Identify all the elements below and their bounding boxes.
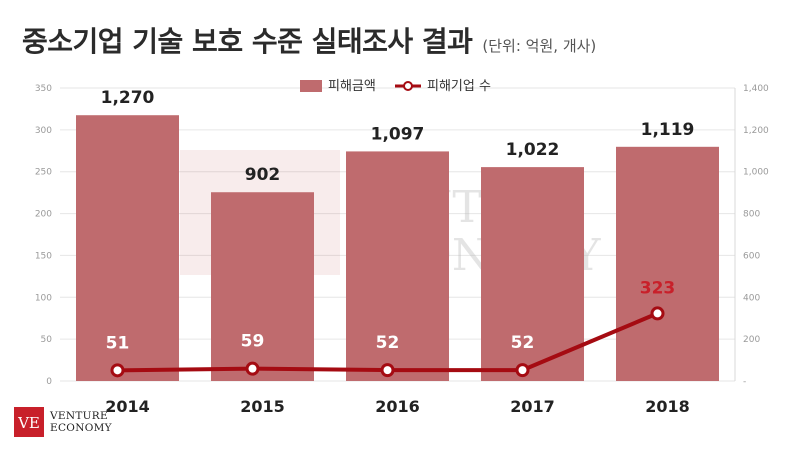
y-right-tick-label: 1,000 xyxy=(743,168,769,178)
line-point-2017 xyxy=(515,363,530,378)
x-tick-label: 2015 xyxy=(240,397,285,416)
bar-value-label: 1,097 xyxy=(371,124,425,144)
x-tick-label: 2017 xyxy=(510,397,555,416)
y-right-tick-label: 1,400 xyxy=(743,84,769,94)
page-title: 중소기업 기술 보호 수준 실태조사 결과 xyxy=(22,25,473,58)
bar-value-label: 1,270 xyxy=(101,88,155,108)
y-left-tick-label: 150 xyxy=(35,251,52,261)
bar-2016 xyxy=(346,151,449,381)
x-tick-label: 2016 xyxy=(375,397,420,416)
y-left-tick-label: 250 xyxy=(35,168,52,178)
page-subtitle: (단위: 억원, 개사) xyxy=(482,37,597,55)
axes: 0 50 100 150 200 250 300 350 - 200 400 600 800 1,000 1… xyxy=(35,84,769,416)
logo-line-1: VENTURE xyxy=(50,410,108,422)
legend-swatch-marker xyxy=(403,81,413,91)
legend-label-line: 피해기업 수 xyxy=(427,79,491,94)
bars xyxy=(76,115,719,381)
logo-mark-text: VE xyxy=(17,414,40,432)
bar-value-label: 902 xyxy=(245,165,281,185)
line-point-2015 xyxy=(245,361,260,376)
line-value-label: 59 xyxy=(241,332,265,352)
bar-2017 xyxy=(481,167,584,381)
bar-value-label: 1,022 xyxy=(506,140,560,160)
y-right-tick-label: 400 xyxy=(743,293,760,303)
y-right-tick-label: - xyxy=(743,377,746,387)
data-labels: 1,270 902 1,097 1,022 1,119 51 59 52 52 323 xyxy=(101,88,695,353)
x-tick-label: 2018 xyxy=(645,397,690,416)
y-left-tick-label: 350 xyxy=(35,84,52,94)
line-series xyxy=(110,306,665,378)
line-value-label: 51 xyxy=(106,333,130,353)
y-left-tick-label: 300 xyxy=(35,126,52,136)
logo-mark-icon: VE xyxy=(14,407,44,437)
y-left-tick-label: 50 xyxy=(41,335,53,345)
y-right-tick-label: 200 xyxy=(743,335,760,345)
y-right-tick-label: 600 xyxy=(743,251,760,261)
logo-text: VENTURE ECONOMY xyxy=(50,410,112,434)
brand-logo: VE VENTURE ECONOMY xyxy=(14,404,134,440)
y-right-tick-label: 1,200 xyxy=(743,126,769,136)
line-point-2018 xyxy=(650,306,665,321)
line-value-label: 52 xyxy=(511,333,535,353)
bar-2015 xyxy=(211,192,314,381)
x-tick-label: 2014 xyxy=(105,397,150,416)
bar-2018 xyxy=(616,146,719,381)
legend-label-bar: 피해금액 xyxy=(328,79,376,94)
bar-2014 xyxy=(76,115,179,381)
line-value-label: 323 xyxy=(640,278,676,298)
title-area: 중소기업 기술 보호 수준 실태조사 결과 (단위: 억원, 개사) xyxy=(22,20,596,60)
line-point-2016 xyxy=(380,363,395,378)
bar-value-label: 1,119 xyxy=(641,120,695,140)
line-point-2014 xyxy=(110,363,125,378)
y-left-tick-label: 0 xyxy=(46,377,52,387)
y-right-tick-label: 800 xyxy=(743,210,760,220)
legend-swatch-bar xyxy=(300,80,322,92)
line-value-label: 52 xyxy=(376,333,400,353)
logo-line-2: ECONOMY xyxy=(50,422,112,434)
y-left-tick-label: 100 xyxy=(35,293,52,303)
legend: 피해금액 피해기업 수 xyxy=(300,79,491,94)
y-left-tick-label: 200 xyxy=(35,210,52,220)
